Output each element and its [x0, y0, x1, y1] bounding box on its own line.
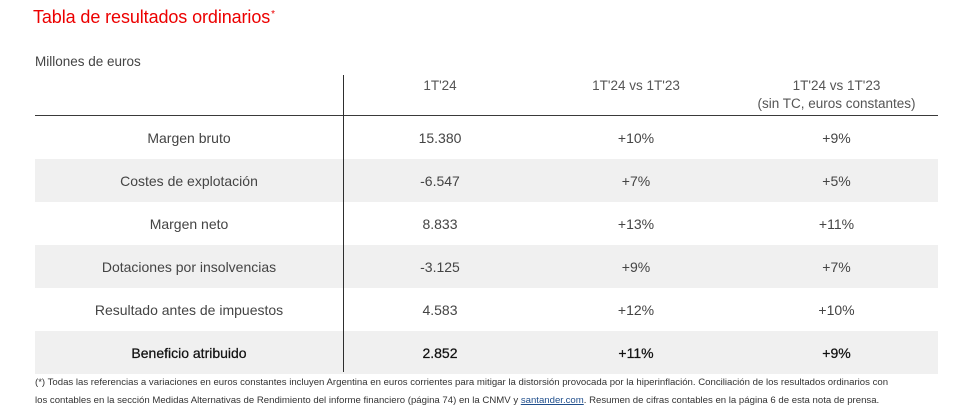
unit-label: Millones de euros	[35, 54, 141, 69]
row-variation-constant: +11%	[818, 215, 855, 232]
row-label: Dotaciones por insolvencias	[101, 258, 277, 275]
row-variation: +10%	[617, 129, 655, 146]
row-variation-constant: +9%	[822, 129, 851, 146]
table-row: Dotaciones por insolvencias -3.125 +9% +…	[35, 245, 938, 288]
column-header-1t24: 1T'24	[343, 74, 537, 115]
footnote-line-2-text: los contables en la sección Medidas Alte…	[35, 392, 879, 410]
results-table: 1T'24 1T'24 vs 1T'23 1T'24 vs 1T'23 (sin…	[35, 74, 938, 374]
column-divider	[343, 75, 344, 372]
santander-link[interactable]: santander.com	[520, 395, 584, 406]
column-header-1t24-label: 1T'24	[423, 78, 457, 93]
page-title-text: Tabla de resultados ordinarios	[33, 7, 271, 27]
column-header-variation-constant-note: (sin TC, euros constantes)	[757, 96, 916, 111]
footnote-line-1-text: (*) Todas las referencias a variaciones …	[35, 377, 889, 388]
column-header-label	[35, 74, 343, 115]
column-header-variation-label: 1T'24 vs 1T'23	[592, 78, 680, 93]
row-label: Margen neto	[149, 215, 229, 232]
row-label: Costes de explotación	[120, 172, 258, 189]
row-variation-constant: +9%	[822, 344, 851, 361]
row-value-1t24: 4.583	[422, 301, 458, 318]
column-header-variation-constant-label: 1T'24 vs 1T'23	[792, 78, 881, 93]
row-label: Resultado antes de impuestos	[94, 301, 284, 318]
footnote-line-1: (*) Todas las referencias a variaciones …	[35, 374, 938, 392]
table-row: Costes de explotación -6.547 +7% +5%	[35, 159, 938, 202]
row-label: Margen bruto	[147, 129, 231, 146]
row-value-1t24: -6.547	[420, 172, 460, 189]
row-variation: +7%	[621, 172, 651, 189]
table-row-total: Beneficio atribuido 2.852 +11% +9%	[35, 331, 938, 374]
footnote-line-2: los contables en la sección Medidas Alte…	[35, 392, 938, 410]
row-value-1t24: -3.125	[420, 258, 460, 275]
footnote-text-before-link: los contables en la sección Medidas Alte…	[35, 395, 521, 406]
row-variation: +13%	[617, 215, 655, 232]
column-header-variation: 1T'24 vs 1T'23	[537, 74, 735, 115]
row-variation: +11%	[618, 344, 654, 361]
footnote: (*) Todas las referencias a variaciones …	[35, 374, 938, 410]
table-row: Resultado antes de impuestos 4.583 +12% …	[35, 288, 938, 331]
row-variation-constant: +7%	[822, 258, 851, 275]
row-label: Beneficio atribuido	[131, 344, 247, 361]
footnote-marker: *	[271, 9, 275, 20]
row-value-1t24: 15.380	[418, 129, 462, 146]
row-variation-constant: +10%	[818, 301, 855, 318]
table-row: Margen bruto 15.380 +10% +9%	[35, 116, 938, 159]
table-header: 1T'24 1T'24 vs 1T'23 1T'24 vs 1T'23 (sin…	[35, 74, 938, 116]
row-variation: +12%	[617, 301, 655, 318]
row-value-1t24: 2.852	[422, 344, 458, 361]
table-row: Margen neto 8.833 +13% +11%	[35, 202, 938, 245]
page-title: Tabla de resultados ordinarios*	[33, 6, 275, 28]
row-variation-constant: +5%	[822, 172, 851, 189]
footnote-text-after-link: . Resumen de cifras contables en la pági…	[583, 395, 880, 406]
row-variation: +9%	[621, 258, 651, 275]
column-header-variation-constant: 1T'24 vs 1T'23 (sin TC, euros constantes…	[735, 74, 938, 115]
row-value-1t24: 8.833	[422, 215, 458, 232]
